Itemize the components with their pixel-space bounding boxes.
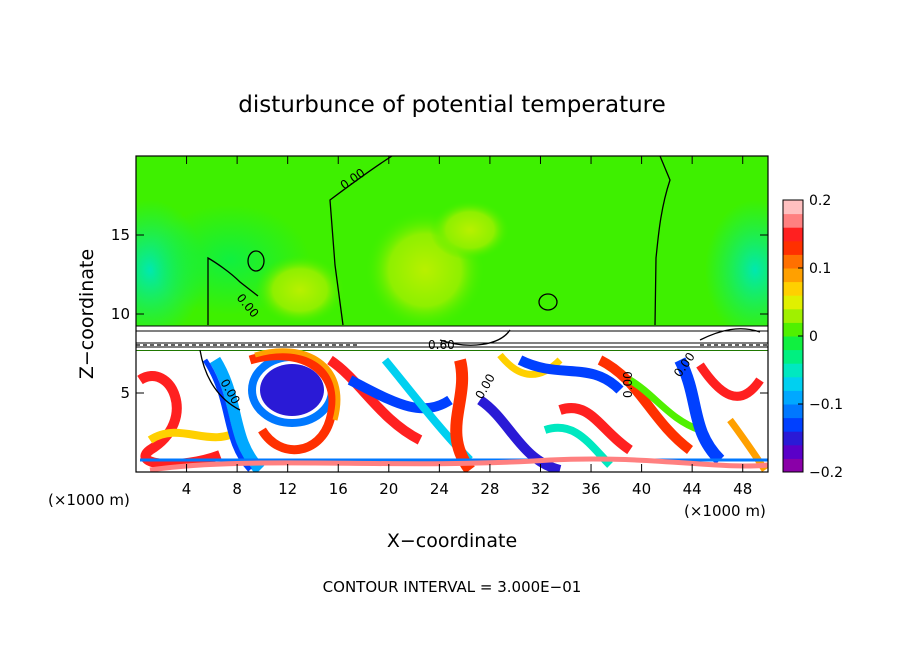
x-tick-label: 28 <box>480 480 499 498</box>
colorbar-swatch <box>783 404 803 419</box>
z-unit-label: (×1000 m) <box>48 491 130 509</box>
y-tick-label: 10 <box>111 305 130 323</box>
colorbar-swatch <box>783 268 803 283</box>
colorbar-swatch <box>783 240 803 255</box>
colorbar-swatch <box>783 295 803 310</box>
y-tick-label: 5 <box>120 384 130 402</box>
colorbar-tick-label: 0.2 <box>809 193 831 209</box>
plot-area <box>136 156 768 472</box>
contour-label: 0.00 <box>621 371 635 398</box>
colorbar-swatch <box>783 227 803 242</box>
x-axis-title: X−coordinate <box>387 530 517 552</box>
upper-yellow-1 <box>255 255 345 325</box>
x-tick-label: 36 <box>581 480 600 498</box>
x-tick-label: 16 <box>329 480 348 498</box>
y-axis: 5 10 15 <box>111 226 768 402</box>
colorbar-swatch <box>783 444 803 459</box>
y-tick-label: 15 <box>111 226 130 244</box>
colorbar-swatch <box>783 349 803 364</box>
colorbar-ticks: 0.2 0.1 0 −0.1 −0.2 <box>798 193 843 481</box>
x-axis: 4 8 12 16 20 24 28 32 36 40 44 48 <box>182 156 752 498</box>
colorbar-tick-label: −0.2 <box>809 465 843 481</box>
upper-yellow-3 <box>430 200 510 260</box>
colorbar-tick-label: 0.1 <box>809 261 831 277</box>
x-tick-label: 32 <box>531 480 550 498</box>
x-tick-label: 12 <box>278 480 297 498</box>
colorbar-swatch <box>783 417 803 432</box>
x-unit-label: (×1000 m) <box>684 502 766 520</box>
chart-title: disturbunce of potential temperature <box>238 92 666 118</box>
colorbar-swatch <box>783 336 803 351</box>
x-tick-label: 48 <box>733 480 752 498</box>
x-tick-label: 40 <box>632 480 651 498</box>
lower-turbulence <box>137 348 768 472</box>
colorbar-swatch <box>783 376 803 391</box>
colorbar-swatch <box>783 200 803 215</box>
y-axis-title: Z−coordinate <box>76 249 98 379</box>
contour-lines <box>199 156 761 411</box>
colorbar-swatch <box>783 431 803 446</box>
colorbar-tick-label: −0.1 <box>809 397 843 413</box>
colorbar-swatch <box>783 390 803 405</box>
x-tick-label: 44 <box>683 480 702 498</box>
colorbar-swatch <box>783 213 803 228</box>
colorbar-swatch <box>783 308 803 323</box>
x-tick-label: 20 <box>379 480 398 498</box>
contour-interval-text: CONTOUR INTERVAL = 3.000E−01 <box>323 578 582 596</box>
colorbar-swatch <box>783 322 803 337</box>
colorbar <box>782 199 804 473</box>
colorbar-swatch <box>783 254 803 269</box>
colorbar-tick-label: 0 <box>809 329 818 345</box>
colorbar-swatch <box>783 363 803 378</box>
upper-cyan-right <box>705 200 768 340</box>
colorbar-swatch <box>783 458 803 473</box>
x-tick-label: 4 <box>182 480 192 498</box>
x-tick-label: 8 <box>232 480 242 498</box>
contour-label: 0.60 <box>428 338 455 352</box>
interface-band <box>136 326 768 350</box>
x-tick-label: 24 <box>430 480 449 498</box>
colorbar-swatch <box>783 281 803 296</box>
